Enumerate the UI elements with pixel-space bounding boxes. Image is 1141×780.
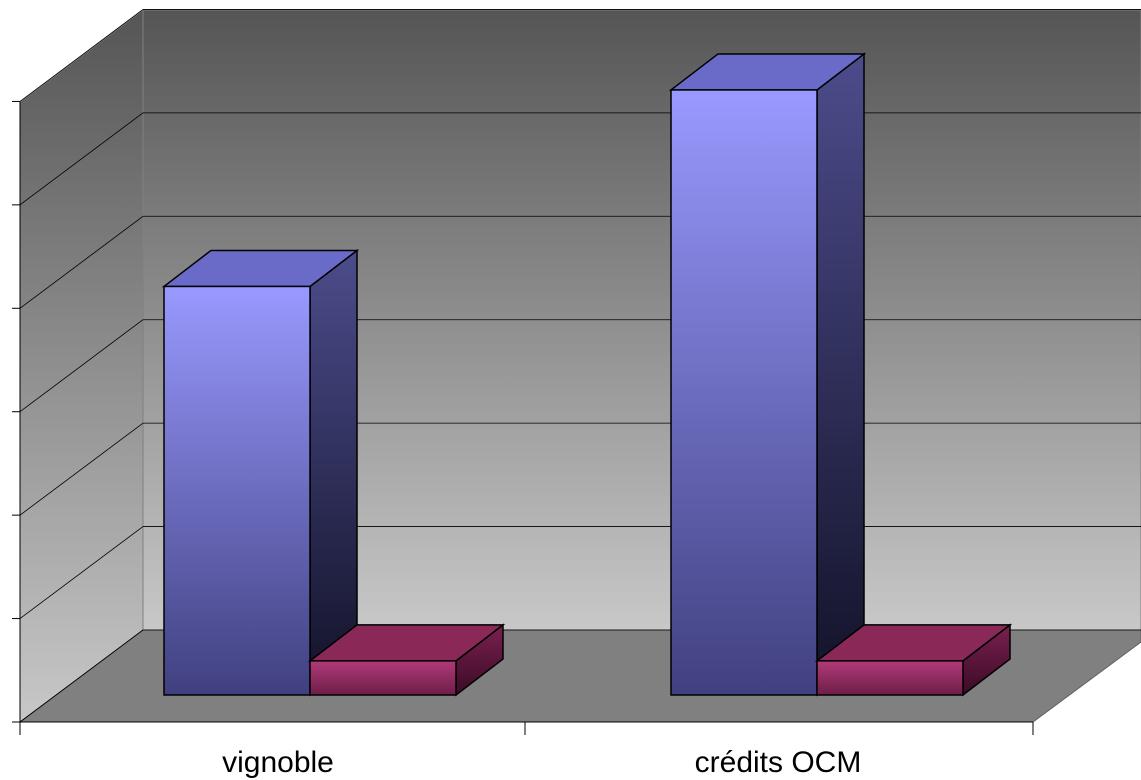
grid-line — [19, 629, 144, 723]
grid-line — [19, 319, 144, 413]
grid-line — [19, 9, 144, 102]
x-tick-label: crédits OCM — [695, 746, 862, 779]
bar — [670, 89, 818, 696]
grid-line — [19, 215, 144, 309]
grid-line — [19, 422, 144, 516]
x-tick-label: vignoble — [222, 746, 334, 779]
grid-line — [19, 112, 144, 206]
bar-side — [309, 248, 358, 697]
bar-side — [816, 52, 865, 697]
bar — [309, 660, 457, 696]
bar — [816, 660, 964, 696]
grid-line — [19, 526, 144, 619]
bar — [163, 285, 311, 696]
